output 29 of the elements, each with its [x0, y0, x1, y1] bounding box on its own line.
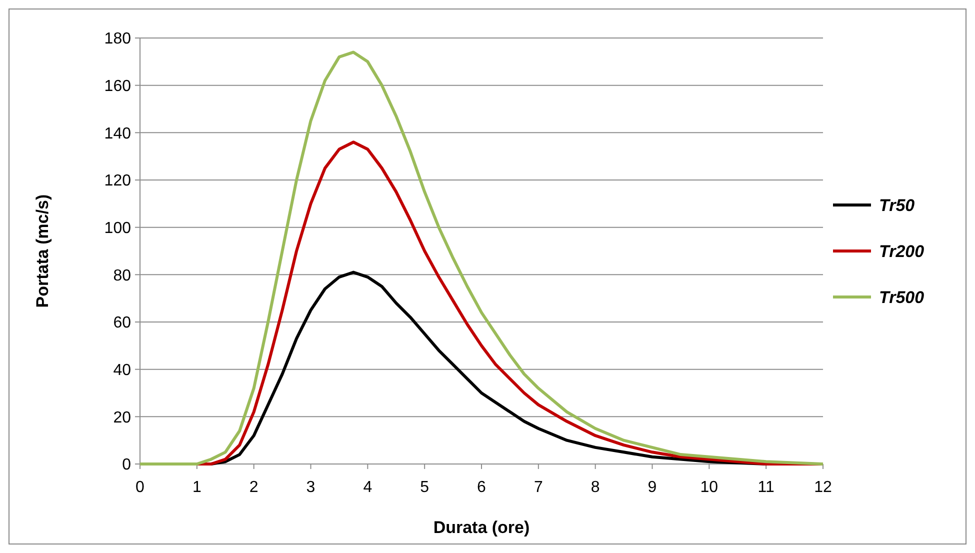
- x-tick-label: 5: [420, 479, 430, 496]
- x-tick-label: 8: [590, 479, 600, 496]
- x-tick-label: 6: [477, 479, 486, 496]
- legend-label: Tr500: [879, 288, 925, 307]
- x-tick-label: 12: [814, 479, 832, 496]
- x-tick-label: 7: [534, 479, 543, 496]
- y-tick-label: 120: [104, 172, 132, 190]
- y-tick-label: 100: [104, 220, 132, 237]
- y-tick-label: 40: [113, 362, 132, 379]
- x-axis-title: Durata (ore): [433, 518, 530, 537]
- y-tick-label: 20: [113, 409, 132, 426]
- x-tick-label: 9: [648, 479, 657, 496]
- x-tick-label: 3: [306, 479, 316, 496]
- y-axis-title: Portata (mc/s): [33, 194, 52, 308]
- y-tick-label: 180: [104, 30, 132, 48]
- x-tick-label: 1: [192, 479, 202, 496]
- x-tick-label: 2: [249, 479, 258, 496]
- x-tick-label: 0: [136, 479, 145, 496]
- y-tick-label: 140: [104, 125, 132, 142]
- y-tick-label: 0: [122, 456, 132, 474]
- x-tick-label: 4: [363, 479, 372, 496]
- y-tick-label: 160: [104, 78, 132, 95]
- legend-label: Tr50: [879, 196, 916, 215]
- y-tick-label: 80: [113, 267, 132, 284]
- y-tick-label: 60: [113, 314, 132, 332]
- legend-label: Tr200: [879, 242, 925, 261]
- x-tick-label: 11: [758, 479, 774, 496]
- line-series: [138, 50, 824, 466]
- x-tick-label: 10: [700, 479, 718, 496]
